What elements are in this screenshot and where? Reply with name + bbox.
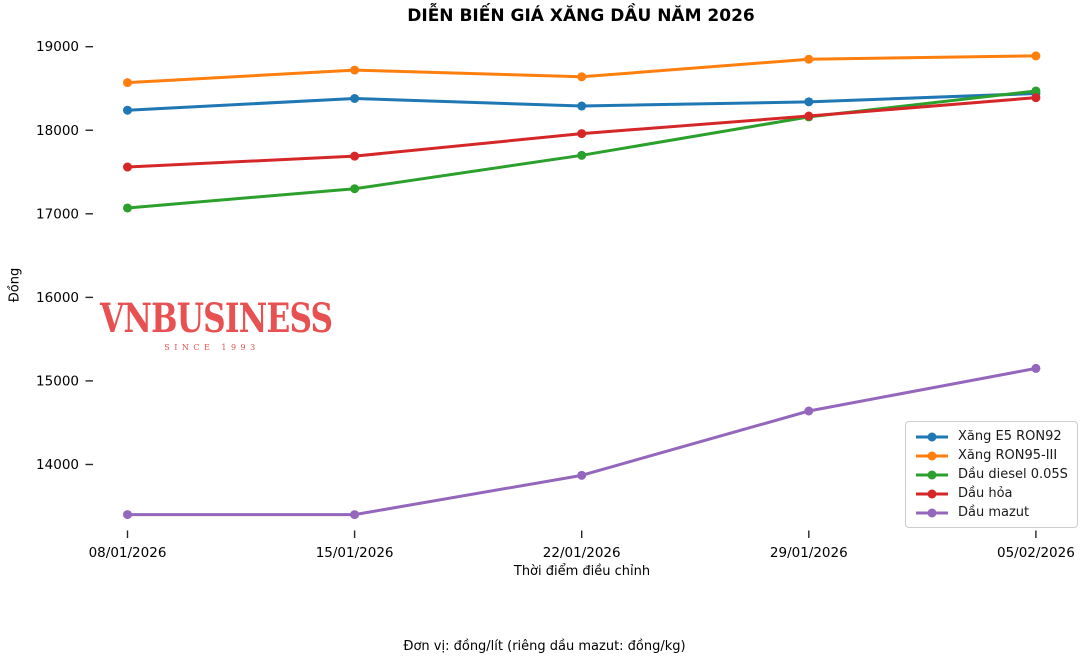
series-point [350,151,360,161]
legend-marker-icon [916,489,948,498]
legend-item: Dầu hỏa [914,486,1069,501]
series-point [577,470,587,480]
legend-item-label: Xăng RON95-III [958,448,1058,463]
y-tick-label: 17000 [36,206,79,222]
series-point [1031,51,1041,61]
legend-item: Dầu diesel 0.05S [914,467,1069,482]
chart-title: DIỄN BIẾN GIÁ XĂNG DẦU NĂM 2026 [407,6,755,26]
y-tick-label: 18000 [36,123,79,139]
series-point [123,203,132,213]
series-line [126,366,1038,517]
series-point [577,72,587,82]
x-tick-label: 05/02/2026 [997,545,1075,561]
series-point [123,105,132,115]
legend-item-label: Xăng E5 RON92 [958,429,1062,444]
x-tick-label: 22/01/2026 [543,545,621,561]
series-point [577,101,587,111]
legend: Xăng E5 RON92 Xăng RON95-III Dầu diesel 0.… [905,421,1078,528]
y-tick-label: 16000 [36,290,79,306]
series-point [123,78,132,88]
unit-note: Đơn vị: đồng/lít (riêng dầu mazut: đồng/… [403,639,686,654]
y-tick-label: 14000 [36,457,79,473]
legend-item: Dầu mazut [914,505,1069,520]
series-point [123,510,132,520]
series-point [350,65,360,75]
x-tick-label: 08/01/2026 [89,545,167,561]
series-point [804,54,814,64]
x-axis-title: Thời điểm điều chỉnh [513,564,651,579]
legend-item: Xăng E5 RON92 [914,429,1069,444]
legend-item-label: Dầu mazut [958,505,1030,520]
y-tick-label: 15000 [36,373,79,389]
series-point [1031,93,1041,103]
legend-marker-icon [916,470,948,479]
legend-marker-icon [916,508,948,517]
x-tick-label: 29/01/2026 [770,545,848,561]
series-point [123,162,132,172]
series-point [350,94,360,104]
x-tick-label: 15/01/2026 [316,545,394,561]
series-point [804,111,814,121]
legend-item-label: Dầu diesel 0.05S [958,467,1068,482]
watermark-subtext: SINCE 1993 [164,343,260,352]
series-point [350,510,360,520]
legend-item-label: Dầu hỏa [958,486,1013,501]
series-point [804,97,814,107]
legend-marker-icon [916,432,948,441]
series-point [804,406,814,416]
series-point [350,184,360,194]
legend-marker-icon [916,451,948,460]
series-point [1031,86,1041,96]
watermark: VNBUSINESS SINCE 1993 [100,299,333,353]
series-point [577,150,587,160]
plot-area: 19000 18000 17000 16000 15000 14000 08/01/2026… [36,39,1075,561]
series-point [1031,363,1041,373]
y-tick-label: 19000 [36,39,79,55]
series-point [577,129,587,139]
legend-item: Xăng RON95-III [914,448,1069,463]
